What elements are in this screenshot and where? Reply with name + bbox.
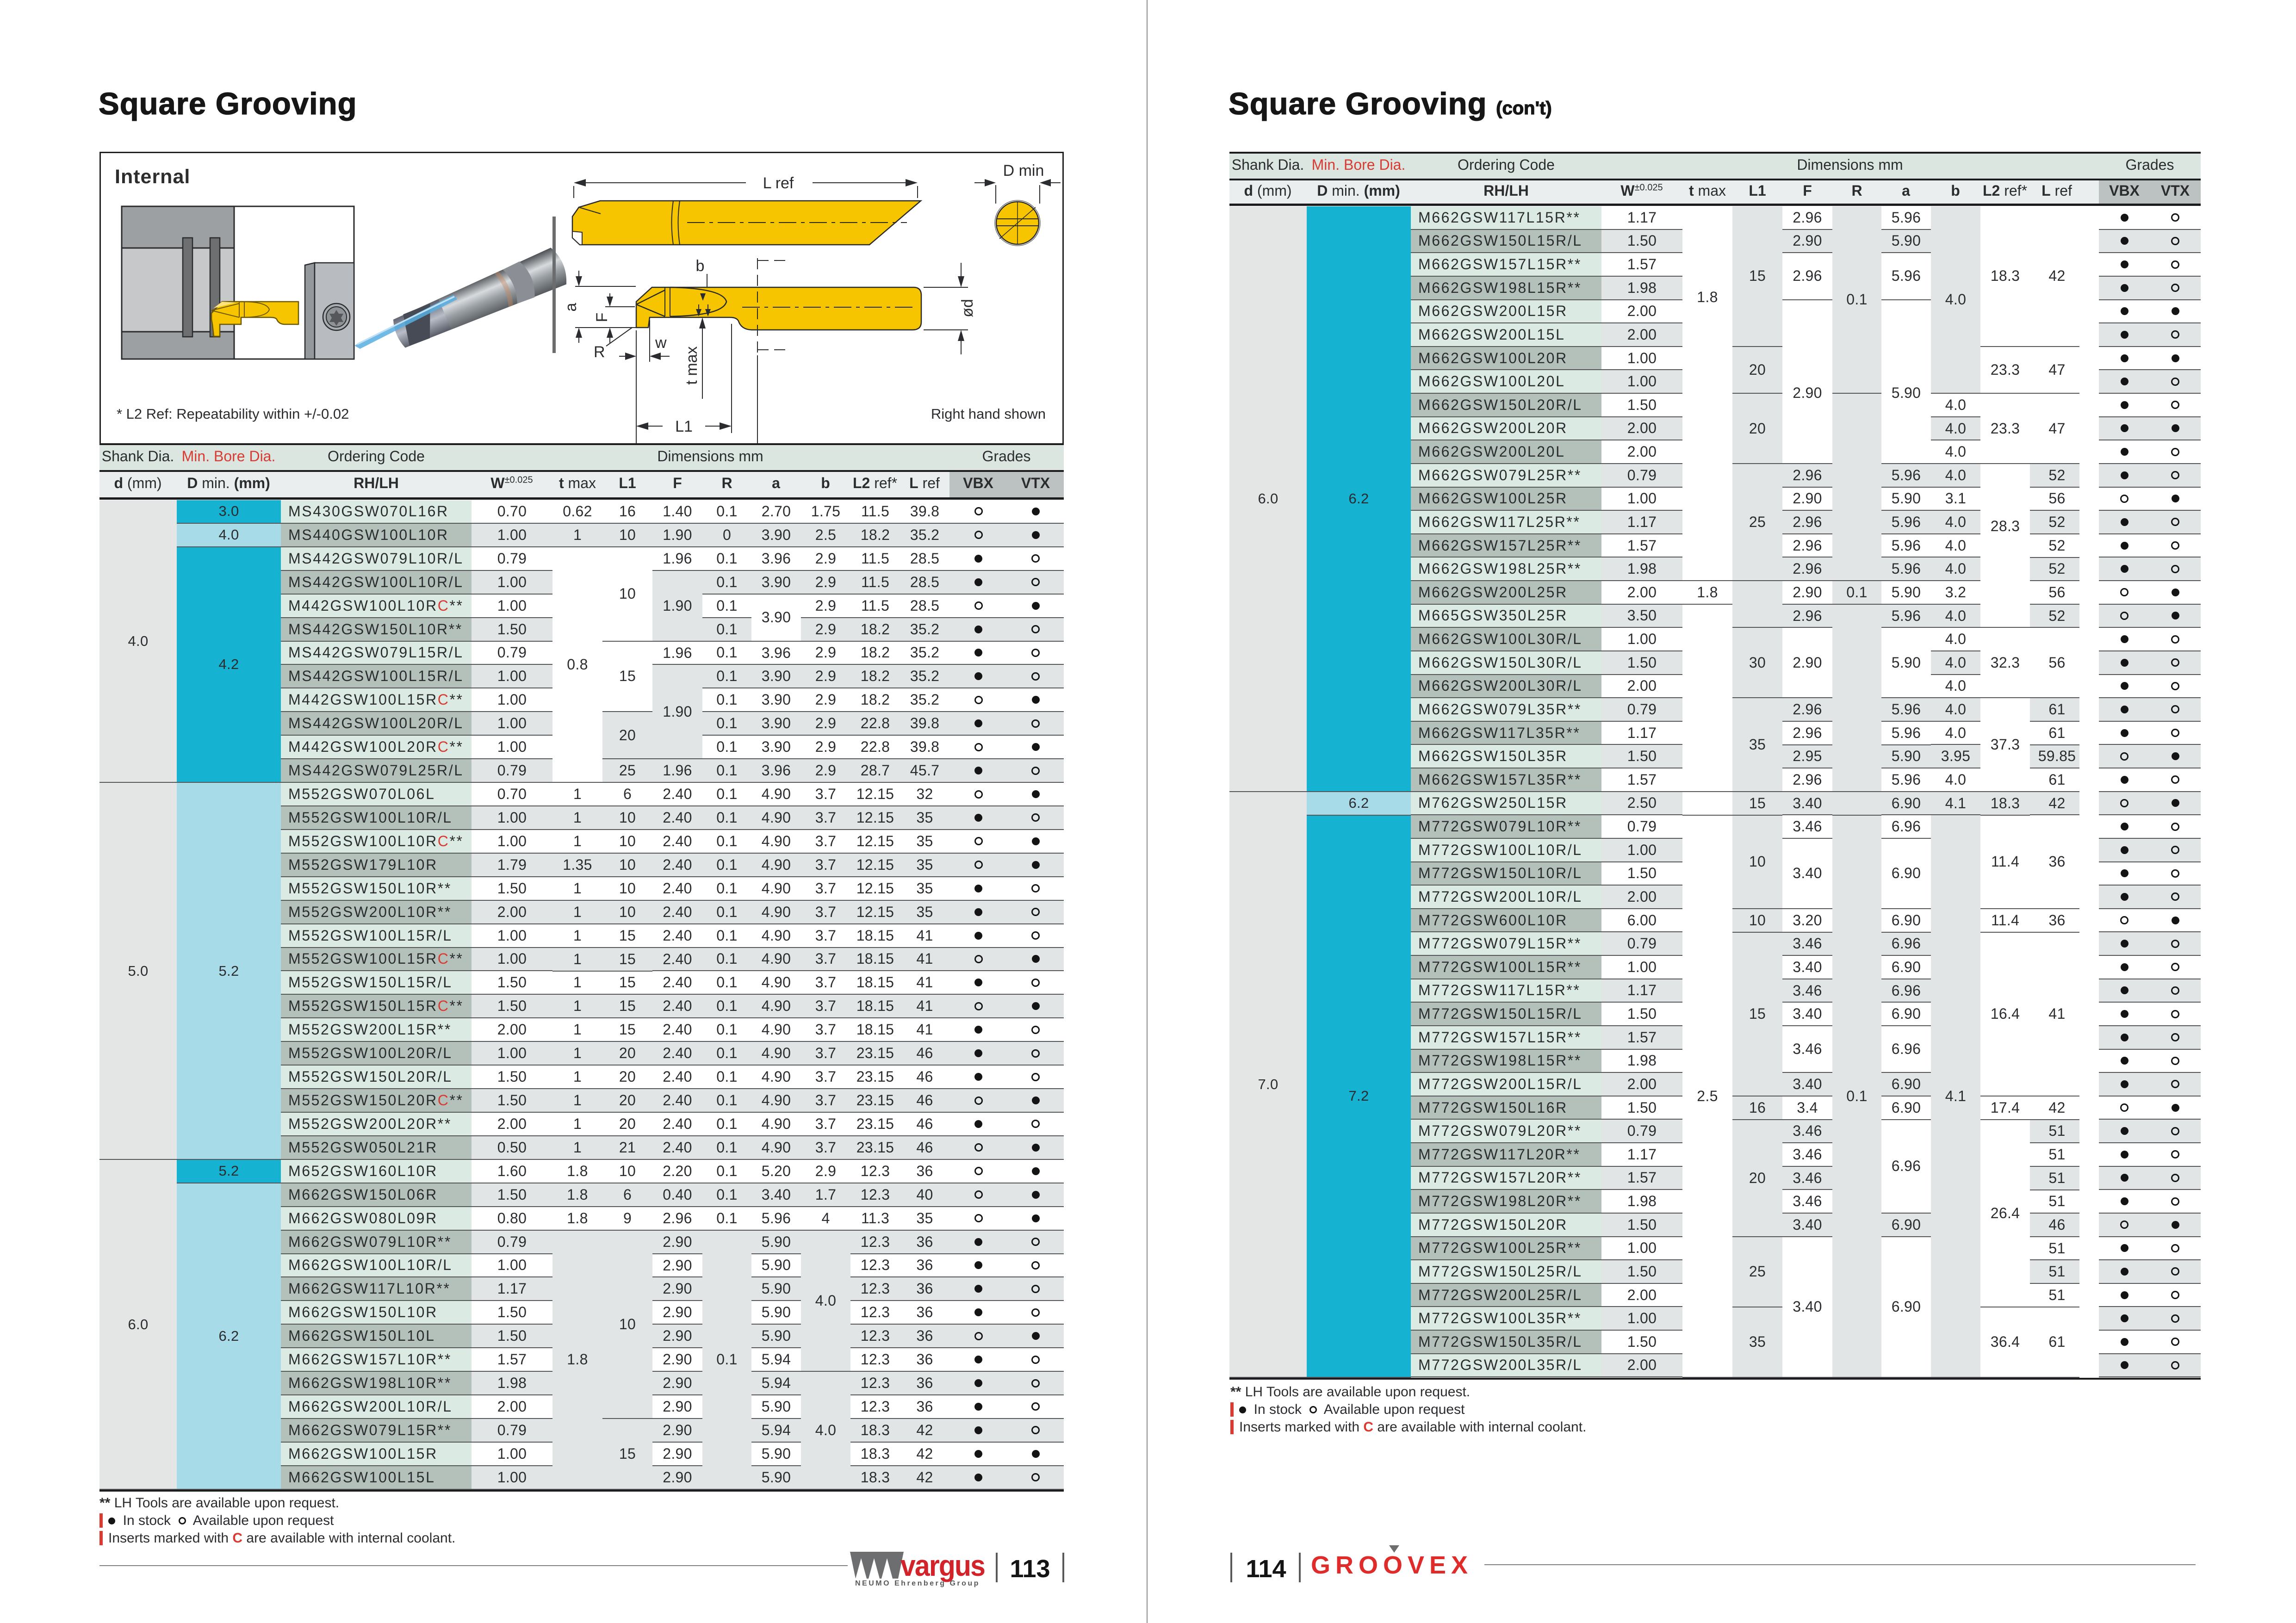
svg-text:a: a (562, 303, 580, 311)
svg-text:F: F (593, 313, 611, 322)
svg-text:R: R (594, 343, 605, 361)
svg-text:t max: t max (683, 346, 701, 384)
svg-text:ød: ød (959, 299, 976, 317)
svg-text:L1: L1 (675, 418, 693, 435)
svg-text:b: b (696, 257, 705, 275)
svg-text:w: w (655, 334, 667, 352)
svg-text:L ref: L ref (763, 174, 794, 192)
svg-text:D min: D min (1003, 162, 1044, 180)
